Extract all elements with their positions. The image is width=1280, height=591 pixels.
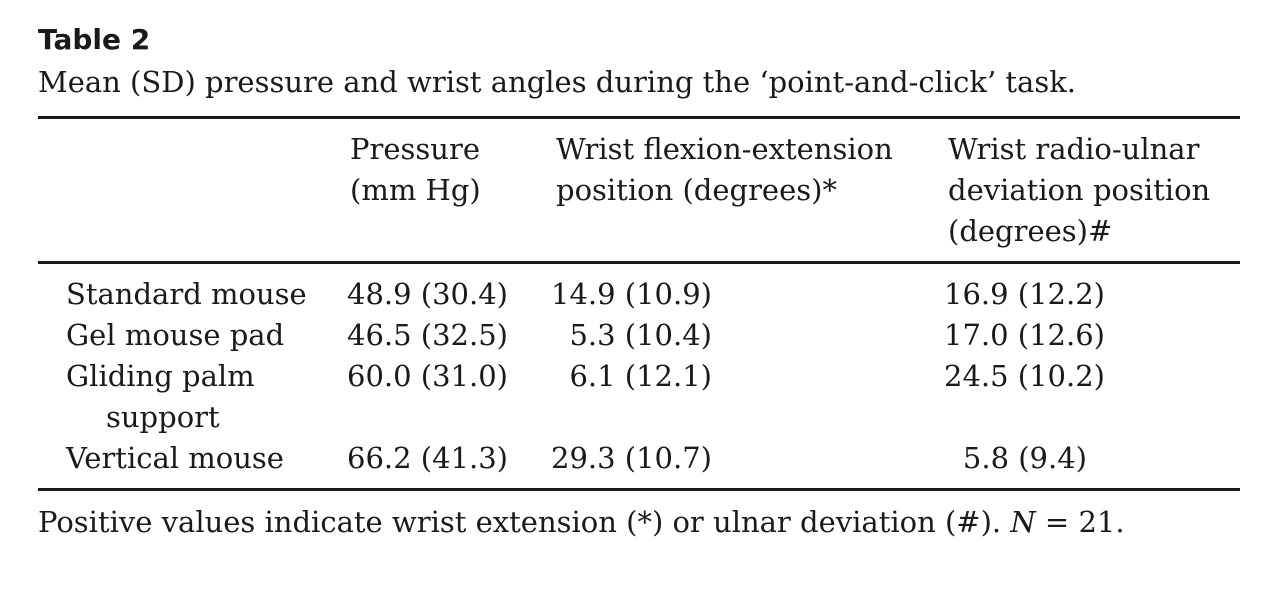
header-flexion: Wrist flexion-extension position (degree… <box>556 129 893 211</box>
footnote-n-symbol: N <box>1010 505 1036 539</box>
row-label-gliding-palm-support: Gliding palm support <box>66 356 255 438</box>
header-deviation-line1: Wrist radio-ulnar <box>948 132 1200 166</box>
cell-pressure: 48.9 (30.4) <box>347 277 508 311</box>
header-flexion-line2: position (degrees)* <box>556 173 837 207</box>
table-label: Table 2 <box>38 23 151 56</box>
header-deviation-line2: deviation position <box>948 173 1211 207</box>
table-caption: Mean (SD) pressure and wrist angles duri… <box>38 65 1076 99</box>
header-pressure: Pressure (mm Hg) <box>350 129 481 211</box>
bottom-rule <box>38 488 1240 491</box>
cell-flexion: 5.3 (10.4) <box>569 318 712 352</box>
header-rule <box>38 261 1240 264</box>
cell-deviation: 17.0 (12.6) <box>944 318 1105 352</box>
row-label-vertical-mouse: Vertical mouse <box>66 441 284 475</box>
top-rule <box>38 116 1240 119</box>
cell-deviation: 24.5 (10.2) <box>944 359 1105 393</box>
row-label-line1: Gliding palm <box>66 359 255 393</box>
footnote-text-before: Positive values indicate wrist extension… <box>38 505 1011 539</box>
table-footnote: Positive values indicate wrist extension… <box>38 502 1125 543</box>
footnote-text-after: = 21. <box>1035 505 1125 539</box>
cell-flexion: 29.3 (10.7) <box>551 441 712 475</box>
cell-pressure: 46.5 (32.5) <box>347 318 508 352</box>
cell-pressure: 60.0 (31.0) <box>347 359 508 393</box>
header-pressure-line1: Pressure <box>350 132 481 166</box>
cell-flexion: 14.9 (10.9) <box>551 277 712 311</box>
cell-pressure: 66.2 (41.3) <box>347 441 508 475</box>
row-label-gel-mouse-pad: Gel mouse pad <box>66 318 285 352</box>
header-flexion-line1: Wrist flexion-extension <box>556 132 893 166</box>
cell-deviation: 5.8 (9.4) <box>962 441 1087 475</box>
row-label-line2: support <box>106 400 220 434</box>
header-deviation-line3: (degrees)# <box>948 214 1113 248</box>
row-label-standard-mouse: Standard mouse <box>66 277 307 311</box>
header-pressure-line2: (mm Hg) <box>350 173 481 207</box>
cell-flexion: 6.1 (12.1) <box>569 359 712 393</box>
header-deviation: Wrist radio-ulnar deviation position (de… <box>948 129 1210 252</box>
cell-deviation: 16.9 (12.2) <box>944 277 1105 311</box>
